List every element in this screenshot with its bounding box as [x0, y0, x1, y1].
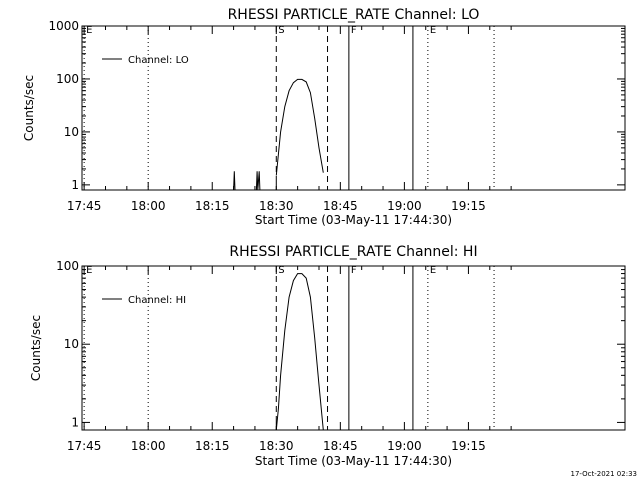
x-tick-label: 18:15	[195, 439, 230, 453]
marker-label: E	[430, 265, 436, 276]
x-axis-label: Start Time (03-May-11 17:44:30)	[255, 454, 452, 468]
marker-label: F	[351, 25, 357, 36]
plot-frame	[81, 25, 626, 191]
y-tick-label: 100	[56, 259, 79, 273]
series-line	[255, 171, 261, 191]
panel-hi: RHESSI PARTICLE_RATE Channel: HI 17:45 18:…	[29, 244, 626, 468]
panel-lo: RHESSI PARTICLE_RATE Channel: LO 17:45 18:…	[22, 7, 626, 227]
marker-label: S	[278, 25, 284, 36]
y-axis-label: Counts/sec	[29, 315, 43, 381]
y-axis-label: Counts/sec	[22, 75, 36, 141]
marker-label: F	[351, 265, 357, 276]
series-line	[275, 78, 324, 176]
y-tick-label: 1	[71, 415, 79, 429]
y-tick-label: 10	[64, 125, 79, 139]
x-tick-label: 18:30	[259, 439, 294, 453]
marker-label: E	[86, 265, 92, 276]
y-tick-label: 1000	[48, 19, 79, 33]
x-tick-label: 18:00	[131, 199, 166, 213]
marker-label: E	[430, 25, 436, 36]
y-tick-label: 10	[64, 337, 79, 351]
y-tick-label: 1	[71, 178, 79, 192]
x-tick-label: 18:15	[195, 199, 230, 213]
marker-label: E	[86, 25, 92, 36]
legend-label: Channel: LO	[128, 55, 189, 66]
x-tick-label: 17:45	[67, 199, 102, 213]
x-tick-label: 19:00	[387, 199, 422, 213]
footer-timestamp: 17-Oct-2021 02:33	[571, 470, 637, 478]
x-tick-label: 19:00	[387, 439, 422, 453]
x-tick-label: 18:45	[323, 199, 358, 213]
x-tick-label: 18:30	[259, 199, 294, 213]
chart-title: RHESSI PARTICLE_RATE Channel: LO	[228, 7, 480, 23]
x-tick-label: 19:15	[451, 439, 486, 453]
x-tick-label: 18:00	[131, 439, 166, 453]
series-line	[233, 171, 236, 191]
plot-frame	[81, 265, 626, 431]
marker-label: S	[278, 265, 284, 276]
series-line	[275, 273, 324, 431]
x-tick-label: 18:45	[323, 439, 358, 453]
x-tick-label: 17:45	[67, 439, 102, 453]
x-axis-label: Start Time (03-May-11 17:44:30)	[255, 213, 452, 227]
x-tick-label: 19:15	[451, 199, 486, 213]
chart-title: RHESSI PARTICLE_RATE Channel: HI	[229, 244, 477, 260]
legend-label: Channel: HI	[128, 295, 186, 306]
y-tick-label: 100	[56, 72, 79, 86]
